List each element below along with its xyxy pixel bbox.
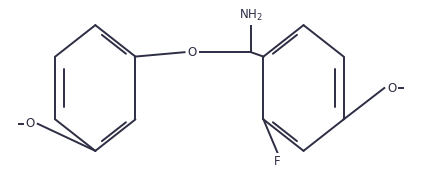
- Text: O: O: [25, 117, 35, 130]
- Text: O: O: [387, 81, 397, 95]
- Text: NH$_2$: NH$_2$: [239, 8, 263, 23]
- Text: F: F: [274, 155, 281, 168]
- Text: O: O: [187, 46, 197, 59]
